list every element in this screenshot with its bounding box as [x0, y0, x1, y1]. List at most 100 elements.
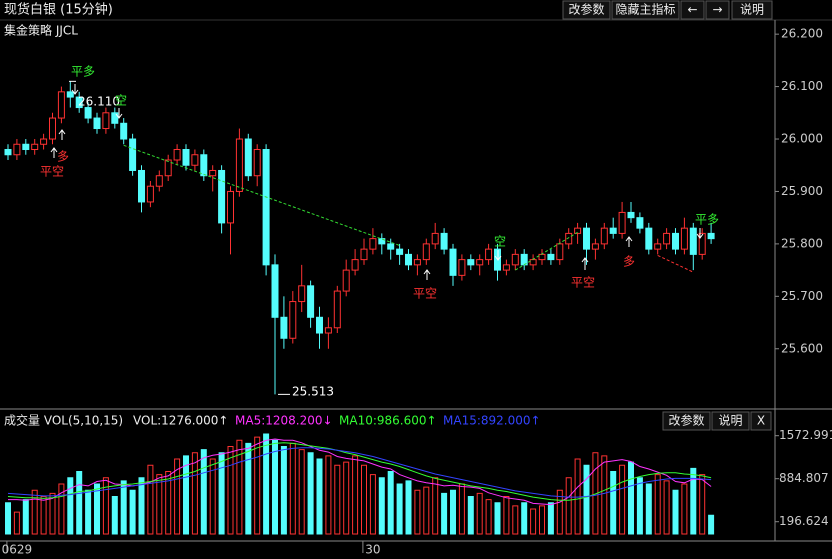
signal-label: 多: [57, 150, 69, 164]
volume-bar: [619, 464, 626, 535]
toolbar-button[interactable]: [705, 0, 730, 20]
volume-bar: [227, 446, 234, 535]
volume-bar: [521, 502, 528, 535]
signal-arrow: [115, 108, 123, 119]
volume-bar: [583, 464, 590, 535]
volume-bar: [361, 464, 367, 535]
toolbar-button-label[interactable]: 改参数: [568, 2, 604, 17]
volume-bar: [699, 474, 706, 535]
toolbar-button-label[interactable]: 隐藏主指标: [615, 2, 675, 17]
candle-body: [369, 238, 377, 250]
candle-body: [146, 185, 154, 203]
volume-bar: [681, 483, 688, 535]
toolbar-button-label[interactable]: X: [757, 414, 765, 428]
volume-bar: [31, 489, 38, 535]
toolbar-button-label[interactable]: 改参数: [668, 413, 704, 428]
extreme-label: 25.513: [292, 385, 334, 399]
volume-bar: [378, 477, 385, 535]
candle-body: [164, 159, 172, 177]
volume-bar: [120, 480, 127, 535]
signal-arrow: [696, 228, 704, 239]
candle-body: [405, 253, 412, 266]
toolbar-button[interactable]: [662, 411, 711, 431]
signal-label: 平空: [571, 276, 595, 290]
volume-bar: [316, 458, 323, 535]
toolbar-button[interactable]: [711, 411, 750, 431]
candle-body: [244, 138, 252, 177]
candle-body: [351, 259, 359, 271]
candle-body: [672, 232, 679, 250]
toolbar-button[interactable]: [680, 0, 705, 20]
candle-body: [698, 232, 706, 255]
toolbar-button[interactable]: [731, 0, 773, 20]
signal-arrow: [494, 250, 502, 261]
volume-bar: [298, 449, 305, 535]
volume-bar: [263, 433, 270, 535]
candle-body: [449, 248, 457, 276]
legend-entry: MA15:892.000↑: [443, 414, 541, 428]
candle-body: [600, 227, 608, 245]
volume-bar: [200, 449, 207, 535]
toolbar-button-label[interactable]: 说明: [740, 2, 764, 17]
candle-body: [307, 285, 315, 318]
candle-body: [627, 211, 635, 219]
candle-body: [227, 190, 234, 224]
y-tick-label: 25.800: [781, 236, 823, 250]
candle-body: [485, 248, 493, 261]
signal-label: 平空: [413, 287, 437, 301]
toolbar-button-label[interactable]: →: [712, 3, 722, 17]
volume-bar: [690, 467, 697, 535]
candle-body: [342, 269, 350, 292]
candle-body: [182, 149, 190, 166]
candle-body: [645, 227, 653, 250]
candle-body: [316, 316, 323, 334]
signal-label: 多: [623, 255, 635, 269]
candle-body: [138, 169, 145, 203]
toolbar-button-label[interactable]: ←: [687, 3, 697, 17]
volume-bar: [147, 464, 154, 535]
candle-body: [253, 149, 261, 177]
toolbar-button-label[interactable]: 说明: [718, 413, 742, 428]
candle-body: [333, 290, 341, 329]
candle-body: [271, 264, 279, 318]
volume-bar: [325, 455, 332, 535]
toolbar-button[interactable]: [750, 411, 772, 431]
volume-bar: [334, 464, 341, 535]
candle-body: [262, 149, 270, 266]
candle-body: [324, 327, 332, 334]
candle-body: [66, 91, 74, 98]
signal-arrow: [58, 129, 66, 140]
signal-label: 空: [494, 235, 506, 249]
signal-arrow: [423, 269, 431, 280]
toolbar-button[interactable]: [562, 0, 611, 20]
volume-bar: [530, 508, 537, 535]
signal-arrow: [581, 257, 589, 270]
y-tick-label: 26.000: [781, 132, 823, 146]
candle-body: [378, 238, 386, 245]
candle-body: [13, 143, 21, 156]
candle-body: [511, 253, 519, 266]
volume-bar: [654, 474, 661, 535]
candle-body: [636, 217, 644, 229]
trend-line: [515, 231, 578, 271]
candle-body: [440, 232, 448, 250]
volume-bar: [494, 502, 501, 535]
ma-line: [7, 447, 712, 498]
volume-bar: [236, 439, 243, 535]
candle-body: [538, 253, 546, 261]
volume-bar: [503, 496, 510, 535]
toolbar-button[interactable]: [611, 0, 680, 20]
volume-bar: [396, 483, 403, 535]
candle-body: [663, 232, 671, 245]
y-tick-label: 25.900: [781, 184, 823, 198]
volume-bar: [556, 489, 563, 535]
candle-body: [22, 143, 30, 151]
candle-body: [680, 227, 688, 250]
volume-bar: [512, 505, 519, 535]
volume-bar: [547, 502, 554, 535]
candle-body: [556, 243, 564, 261]
volume-bar: [467, 496, 474, 535]
candle-body: [120, 122, 128, 140]
